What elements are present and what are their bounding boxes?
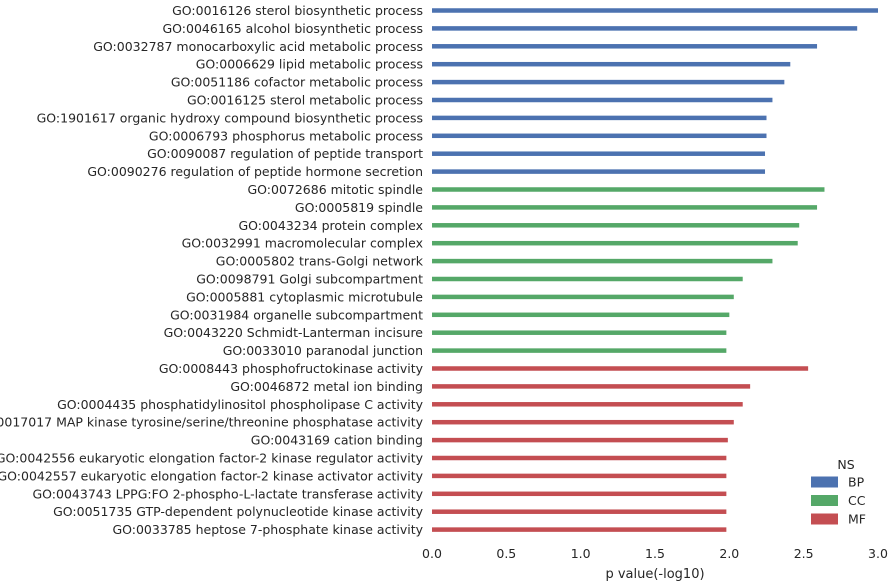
legend-label-bp: BP [848,475,865,490]
category-label: GO:0043234 protein complex [238,218,423,233]
category-label: GO:0090087 regulation of peptide transpo… [147,146,423,161]
category-label: GO:0016125 sterol metabolic process [187,93,423,108]
x-tick-label: 1.5 [645,546,665,561]
bar-mf [432,437,728,443]
bar-cc [432,294,734,300]
bar-mf [432,473,727,479]
bar-cc [432,205,818,210]
legend-title: NS [837,457,854,472]
bar-cc [432,240,798,246]
category-label: GO:0042556 eukaryotic elongation factor-… [0,451,424,466]
bars-group [432,8,878,532]
category-label: GO:0051735 GTP-dependent polynucleotide … [53,504,424,519]
category-label: GO:0072686 mitotic spindle [247,182,423,197]
x-tick-label: 2.0 [719,546,739,561]
bar-cc [432,312,730,318]
bar-bp [432,151,766,156]
category-label: GO:0046872 metal ion binding [230,379,423,394]
category-label: GO:0051186 cofactor metabolic process [171,75,423,90]
legend-swatch-bp [811,476,838,488]
bar-bp [432,133,767,139]
legend-label-cc: CC [848,493,866,508]
x-axis-ticks: 0.0 0.5 1.0 1.5 2.0 2.5 3.0 [422,546,888,561]
bar-cc [432,276,743,282]
bar-mf [432,366,809,371]
bar-bp [432,44,818,49]
legend-items: BP CC MF [811,475,866,527]
category-label: GO:0043169 cation binding [251,433,423,448]
category-label: GO:0005802 trans-Golgi network [216,254,424,269]
bar-mf [432,455,727,461]
category-label: GO:0032991 macromolecular complex [182,236,423,251]
bar-mf [432,527,727,532]
bar-cc [432,258,773,264]
category-label: GO:0098791 Golgi subcompartment [196,272,423,287]
category-label: GO:0033785 heptose 7-phosphate kinase ac… [112,522,423,537]
bar-mf [432,419,734,425]
legend-label-mf: MF [848,512,866,527]
category-label: GO:0042557 eukaryotic elongation factor-… [0,468,424,483]
category-label: GO:0005881 cytoplasmic microtubule [186,289,423,304]
category-label: GO:0043743 LPPG:FO 2-phospho-L-lactate t… [33,486,424,501]
category-label: GO:0005819 spindle [295,200,423,215]
category-label: GO:0032787 monocarboxylic acid metabolic… [93,39,423,54]
legend-swatch-cc [811,495,838,506]
bar-bp [432,61,791,67]
bar-cc [432,330,727,335]
bar-bp [432,97,773,103]
x-tick-label: 3.0 [868,546,888,561]
x-tick-label: 0.0 [422,546,442,561]
category-labels: GO:0016126 sterol biosynthetic process GO… [0,3,424,537]
x-tick-label: 2.5 [794,546,814,561]
bar-bp [432,115,767,121]
legend: NS BP CC MF [811,457,866,527]
category-label: GO:0046165 alcohol biosynthetic process [163,21,424,36]
category-label: GO:0043220 Schmidt-Lanterman incisure [164,325,424,340]
bar-cc [432,223,800,228]
bar-cc [432,348,727,353]
bar-bp [432,8,878,13]
x-axis-title: p value(-log10) [605,567,704,582]
bar-mf [432,491,727,497]
category-label: GO:0033010 paranodal junction [223,343,423,358]
bar-mf [432,402,743,407]
bar-bp [432,26,858,31]
category-label: GO:1901617 organic hydroxy compound bios… [37,110,423,125]
category-label: GO:0090276 regulation of peptide hormone… [87,164,423,179]
bar-mf [432,509,727,514]
category-label: GO:0006629 lipid metabolic process [196,57,423,72]
bar-bp [432,169,766,174]
x-tick-label: 1.0 [571,546,591,561]
x-tick-label: 0.5 [496,546,516,561]
category-label: GO:0031984 organelle subcompartment [170,307,423,322]
bar-bp [432,79,785,85]
category-label: GO:0017017 MAP kinase tyrosine/serine/th… [0,415,424,430]
category-label: GO:0008443 phosphofructokinase activity [159,361,424,376]
category-label: GO:0016126 sterol biosynthetic process [172,3,423,18]
legend-swatch-mf [811,513,838,525]
category-label: GO:0006793 phosphorus metabolic process [149,128,423,143]
category-label: GO:0004435 phosphatidylinositol phosphol… [57,397,424,412]
bar-cc [432,187,825,192]
bar-mf [432,384,751,389]
